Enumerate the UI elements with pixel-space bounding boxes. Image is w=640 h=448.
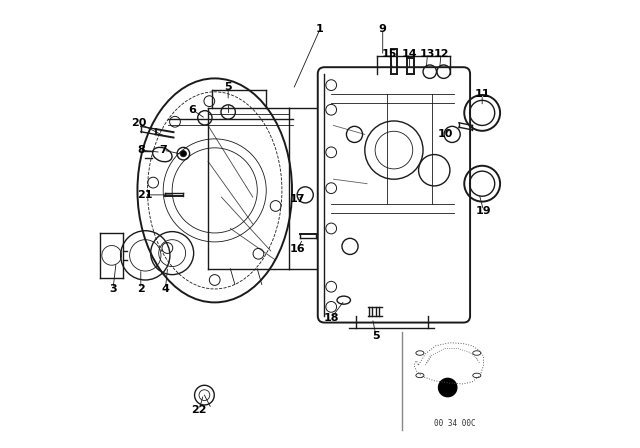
Text: 4: 4 — [161, 284, 170, 294]
Text: 8: 8 — [137, 145, 145, 155]
Text: 6: 6 — [188, 105, 196, 115]
Circle shape — [180, 151, 186, 157]
Text: 19: 19 — [476, 206, 492, 215]
Text: 3: 3 — [109, 284, 117, 294]
Text: 7: 7 — [159, 145, 167, 155]
Text: 21: 21 — [138, 190, 153, 200]
Text: 10: 10 — [438, 129, 453, 139]
Text: 22: 22 — [191, 405, 207, 415]
Text: 13: 13 — [420, 49, 435, 59]
Text: 17: 17 — [290, 194, 305, 204]
Circle shape — [199, 390, 210, 401]
Text: 14: 14 — [402, 49, 417, 59]
Text: 00 34 00C: 00 34 00C — [433, 419, 476, 428]
Text: 20: 20 — [131, 118, 147, 128]
Circle shape — [438, 378, 458, 397]
Text: 15: 15 — [381, 49, 397, 59]
Text: 11: 11 — [474, 89, 490, 99]
Text: 18: 18 — [323, 313, 339, 323]
Text: 5: 5 — [372, 331, 380, 341]
Text: 12: 12 — [433, 49, 449, 59]
Text: 9: 9 — [379, 24, 387, 34]
Text: 1: 1 — [316, 24, 324, 34]
Text: 16: 16 — [290, 244, 305, 254]
Text: 5: 5 — [225, 82, 232, 92]
Text: 2: 2 — [137, 284, 145, 294]
